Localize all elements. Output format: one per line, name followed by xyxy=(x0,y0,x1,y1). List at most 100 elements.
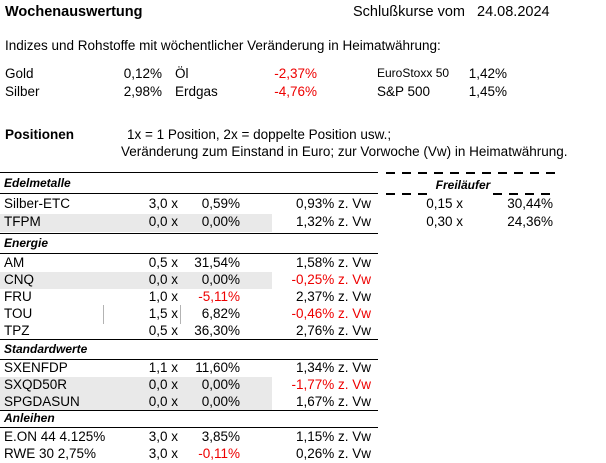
commodity-value: -2,37% xyxy=(274,66,317,81)
position-cell: 3,0 x xyxy=(148,196,178,211)
ticker-cell: E.ON 44 4.125% xyxy=(4,429,106,444)
position-cell: 0,0 x xyxy=(148,377,178,392)
section-divider xyxy=(0,427,378,428)
vs-prev-week-cell: 1,32% z. Vw xyxy=(295,214,371,229)
ticker-cell: CNQ xyxy=(4,272,34,287)
freilaeufer-position-cell: 0,15 x xyxy=(426,196,463,211)
section-divider xyxy=(0,233,378,234)
change-cell: 6,82% xyxy=(201,306,240,321)
vs-prev-week-cell: 2,37% z. Vw xyxy=(295,289,371,304)
vs-prev-week-cell: 2,76% z. Vw xyxy=(295,323,371,338)
vs-prev-week-cell: -1,77% z. Vw xyxy=(291,377,371,392)
positions-label: Positionen xyxy=(5,127,75,142)
cell-selection-mark xyxy=(180,305,181,324)
section-divider xyxy=(0,410,378,411)
freilaeufer-change-cell: 24,36% xyxy=(507,214,553,229)
commodity-name: Silber xyxy=(5,84,40,99)
commodity-value: 0,12% xyxy=(123,66,162,81)
index-name: EuroStoxx 50 xyxy=(377,66,450,80)
ticker-cell: SPGDASUN xyxy=(4,394,80,409)
position-cell: 3,0 x xyxy=(148,446,178,461)
intro-text: Indizes und Rohstoffe mit wöchentlicher … xyxy=(5,38,441,53)
ticker-cell: TOU xyxy=(4,306,33,321)
section-divider xyxy=(0,359,378,360)
position-cell: 1,0 x xyxy=(148,289,178,304)
ticker-cell: Silber-ETC xyxy=(4,196,71,211)
table-row: TPZ 0,5 x 36,30% 2,76% z. Vw xyxy=(0,323,606,340)
freilaeufer-position-cell: 0,30 x xyxy=(426,214,463,229)
section-header-standardwerte: Standardwerte xyxy=(4,342,88,356)
freilaeufer-top-dashed-divider xyxy=(386,172,556,174)
vs-prev-week-cell: 1,34% z. Vw xyxy=(295,360,371,375)
table-row: RWE 30 2,75% 3,0 x -0,11% 0,26% z. Vw xyxy=(0,446,606,463)
change-cell: 0,59% xyxy=(201,196,240,211)
positions-note-line1: 1x = 1 Position, 2x = doppelte Position … xyxy=(127,127,392,142)
change-cell: -5,11% xyxy=(198,289,240,304)
freilaeufer-dashed-divider xyxy=(386,193,433,195)
index-name: S&P 500 xyxy=(377,84,431,99)
ticker-cell: FRU xyxy=(4,289,32,304)
closing-prices-label: Schlußkurse vom xyxy=(353,4,466,20)
table-row: Silber-ETC 3,0 x 0,59% 0,93% z. Vw 0,15 … xyxy=(0,196,606,213)
ticker-cell: TPZ xyxy=(4,323,30,338)
section-header-freilaeufer: Freiläufer xyxy=(435,178,491,192)
closing-date: 24.08.2024 xyxy=(477,4,550,20)
index-value: 1,42% xyxy=(468,66,507,81)
change-cell: 0,00% xyxy=(201,214,240,229)
ticker-cell: AM xyxy=(4,255,25,270)
position-cell: 3,0 x xyxy=(148,429,178,444)
vs-prev-week-cell: -0,25% z. Vw xyxy=(291,272,371,287)
ticker-cell: TFPM xyxy=(4,214,41,229)
ticker-cell: SXENFDP xyxy=(4,360,68,375)
position-cell: 1,5 x xyxy=(148,306,178,321)
position-cell: 0,5 x xyxy=(148,323,178,338)
section-divider xyxy=(0,193,378,194)
vs-prev-week-cell: 1,15% z. Vw xyxy=(295,429,371,444)
ticker-cell: SXQD50R xyxy=(4,377,68,392)
table-row: SPGDASUN 0,0 x 0,00% 1,67% z. Vw xyxy=(0,394,606,410)
table-row: SXQD50R 0,0 x 0,00% -1,77% z. Vw xyxy=(0,377,606,394)
table-row: E.ON 44 4.125% 3,0 x 3,85% 1,15% z. Vw xyxy=(0,429,606,446)
commodity-name: Erdgas xyxy=(175,84,218,99)
freilaeufer-change-cell: 30,44% xyxy=(507,196,553,211)
section-divider xyxy=(0,339,378,340)
position-cell: 1,1 x xyxy=(148,360,178,375)
change-cell: 0,00% xyxy=(201,377,240,392)
cell-selection-mark xyxy=(103,305,104,324)
change-cell: 11,60% xyxy=(195,360,240,375)
commodity-value: 2,98% xyxy=(123,84,162,99)
position-cell: 0,0 x xyxy=(148,394,178,409)
commodity-name: Gold xyxy=(5,66,34,81)
market-overview-row: Gold 0,12% Öl -2,37% EuroStoxx 50 1,42% xyxy=(0,66,606,83)
vs-prev-week-cell: -0,46% z. Vw xyxy=(291,306,371,321)
vs-prev-week-cell: 1,67% z. Vw xyxy=(295,394,371,409)
vs-prev-week-cell: 0,26% z. Vw xyxy=(295,446,371,461)
table-row: TFPM 0,0 x 0,00% 1,32% z. Vw 0,30 x 24,3… xyxy=(0,214,606,232)
index-value: 1,45% xyxy=(468,84,507,99)
market-overview-row: Silber 2,98% Erdgas -4,76% S&P 500 1,45% xyxy=(0,84,606,101)
change-cell: 0,00% xyxy=(201,394,240,409)
section-header-anleihen: Anleihen xyxy=(4,411,55,425)
position-cell: 0,0 x xyxy=(148,214,178,229)
section-header-energie: Energie xyxy=(4,236,49,250)
position-cell: 0,5 x xyxy=(148,255,178,270)
change-cell: 36,30% xyxy=(194,323,240,338)
section-divider xyxy=(0,172,378,173)
change-cell: 3,85% xyxy=(201,429,240,444)
positions-note-line2: Veränderung zum Einstand in Euro; zur Vo… xyxy=(121,144,568,159)
table-row: AM 0,5 x 31,54% 1,58% z. Vw xyxy=(0,255,606,272)
table-row: FRU 1,0 x -5,11% 2,37% z. Vw xyxy=(0,289,606,306)
freilaeufer-dashed-divider xyxy=(493,193,556,195)
ticker-cell: RWE 30 2,75% xyxy=(4,446,97,461)
commodity-name: Öl xyxy=(175,66,189,81)
change-cell: 0,00% xyxy=(201,272,240,287)
table-row: SXENFDP 1,1 x 11,60% 1,34% z. Vw xyxy=(0,360,606,377)
change-cell: -0,11% xyxy=(198,446,240,461)
page-title: Wochenauswertung xyxy=(5,4,143,20)
commodity-value: -4,76% xyxy=(274,84,317,99)
position-cell: 0,0 x xyxy=(148,272,178,287)
vs-prev-week-cell: 1,58% z. Vw xyxy=(295,255,371,270)
section-header-edelmetalle: Edelmetalle xyxy=(4,176,71,190)
vs-prev-week-cell: 0,93% z. Vw xyxy=(295,196,371,211)
